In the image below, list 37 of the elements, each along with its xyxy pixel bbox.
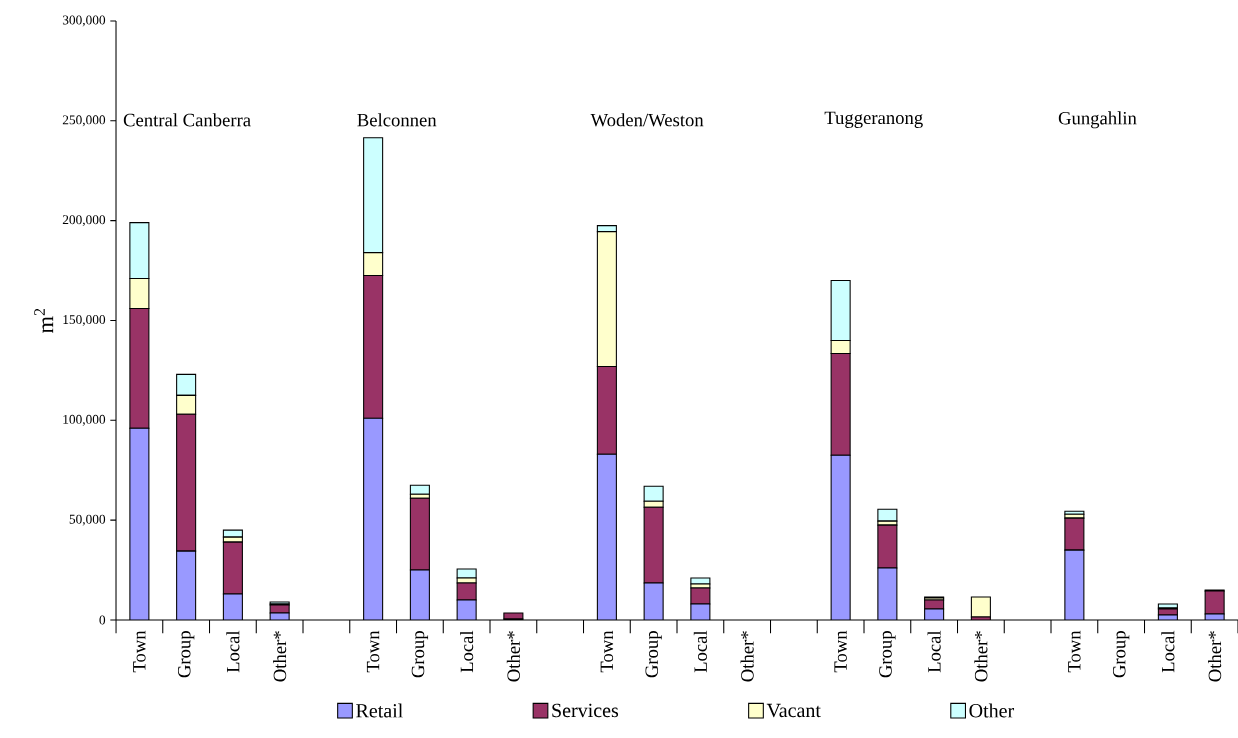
- x-tick-label: Town: [366, 630, 380, 673]
- annotation: Central Canberra: [123, 113, 251, 127]
- annotation: Woden/Weston: [590, 113, 704, 127]
- legend-label: Other: [969, 703, 1015, 718]
- x-tick-label: Group: [645, 631, 662, 678]
- legend-label: Vacant: [766, 703, 821, 718]
- x-tick-label: Other*: [273, 631, 287, 682]
- x-tick-label: Group: [879, 631, 896, 678]
- y-tick-label: 0: [99, 615, 106, 625]
- x-tick-label: Other*: [974, 631, 988, 682]
- x-tick-label: Town: [834, 630, 847, 673]
- annotation: Gungahlin: [1058, 111, 1137, 129]
- x-tick-label: Other*: [506, 631, 520, 682]
- y-axis-title: m$^{2}$: [34, 308, 54, 334]
- annotation: Tuggeranong: [824, 111, 923, 128]
- y-tick-label: 250,000: [62, 115, 106, 127]
- legend-label: Retail: [356, 703, 403, 718]
- y-tick-label: 150,000: [63, 315, 106, 326]
- x-tick-label: Local: [226, 630, 240, 673]
- x-tick-label: Town: [600, 630, 614, 673]
- legend-label: Services: [552, 703, 619, 718]
- x-tick-label: Local: [927, 630, 941, 673]
- x-tick-label: Town: [1068, 630, 1081, 673]
- y-tick-label: 50,000: [69, 514, 106, 526]
- x-tick-label: Local: [693, 630, 707, 673]
- x-tick-label: Group: [177, 631, 195, 678]
- y-tick-label: 300,000: [62, 15, 106, 27]
- x-tick-label: Town: [133, 630, 146, 673]
- annotation: Belconnen: [357, 113, 437, 127]
- x-tick-label: Group: [411, 631, 429, 678]
- x-tick-label: Group: [1112, 631, 1130, 678]
- x-tick-label: Local: [1161, 630, 1175, 673]
- x-tick-label: Other*: [1208, 631, 1222, 682]
- y-tick-label: 100,000: [63, 414, 106, 426]
- y-tick-label: 200,000: [62, 215, 106, 227]
- x-tick-label: Other*: [740, 631, 754, 682]
- x-tick-label: Local: [460, 630, 474, 673]
